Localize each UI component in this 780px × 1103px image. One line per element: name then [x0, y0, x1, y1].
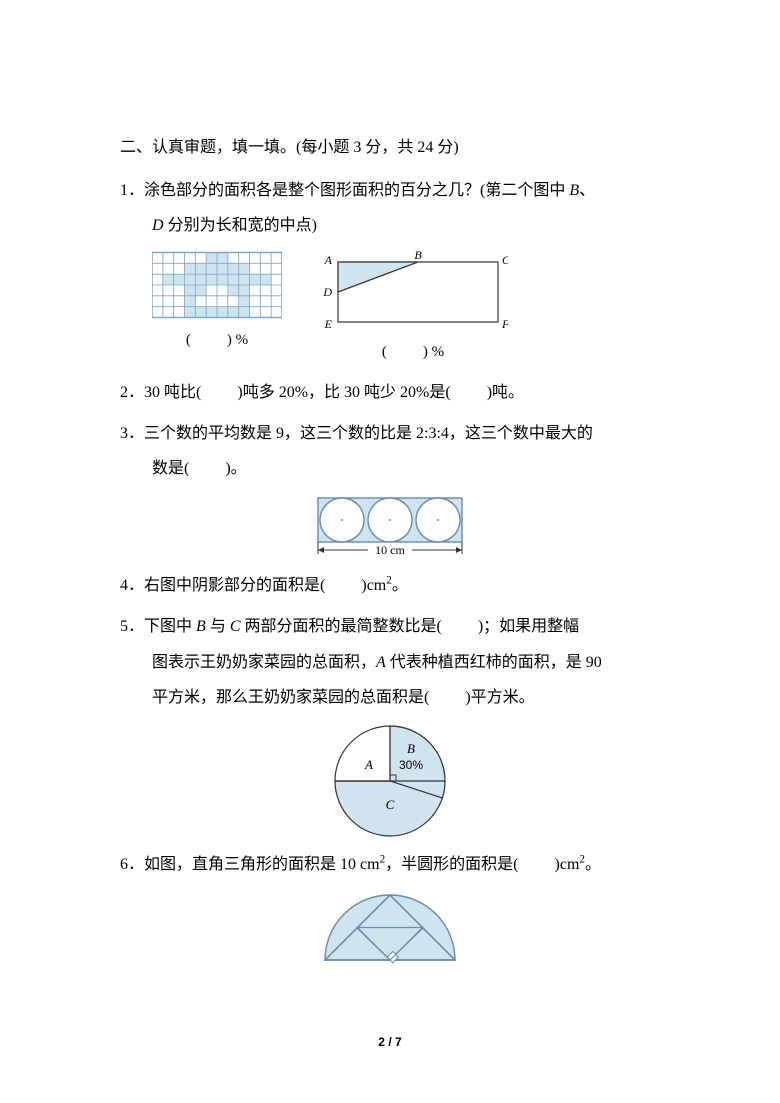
q3-t3: )。: [225, 460, 246, 477]
question-5: 5．下图中 B 与 C 两部分面积的最简整数比是( )；如果用整幅 图表示王奶奶家…: [120, 609, 660, 715]
q4-before: 右图中阴影部分的面积是(: [144, 577, 325, 594]
page-current: 2: [378, 1035, 385, 1049]
q2-t3: )吨。: [487, 384, 524, 401]
q5-l1d: )；如果用整幅: [478, 618, 579, 635]
q2-num: 2．: [120, 384, 144, 401]
q4-figure: 10 cm: [120, 492, 660, 562]
question-1: 1．涂色部分的面积各是整个图形面积的百分之几？(第二个图中 B、 D 分别为长和…: [120, 173, 660, 368]
q1-fig2-E: E: [324, 317, 333, 331]
q5-pct: 30%: [399, 758, 423, 772]
q5-B: B: [196, 618, 206, 635]
q4-after: )cm: [361, 577, 386, 594]
q1-fig1-svg: [152, 250, 282, 320]
q1-fig2-rpct: ) %: [423, 344, 444, 360]
q3-num: 3．: [120, 425, 144, 442]
q6-num: 6．: [120, 856, 144, 873]
q5-l1b: 与: [206, 618, 230, 635]
q4-num: 4．: [120, 577, 144, 594]
question-4: 4．右图中阴影部分的面积是()cm2。: [120, 568, 660, 603]
q2-t1: 30 吨比(: [144, 384, 201, 401]
q5-labelB: B: [407, 741, 415, 756]
q5-labelC: C: [386, 797, 395, 812]
q1-D: D: [152, 217, 164, 234]
q1-B: B: [569, 182, 579, 199]
q1-fig2-D: D: [322, 285, 332, 299]
q6-t3: )cm: [555, 856, 580, 873]
q5-l2a: 图表示王奶奶家菜园的总面积，: [152, 654, 376, 671]
q1-line2: D 分别为长和宽的中点): [120, 208, 660, 243]
q6-figure: [120, 888, 660, 968]
question-6: 6．如图，直角三角形的面积是 10 cm2，半圆形的面积是()cm2。: [120, 847, 660, 882]
q5-fig-svg: A B 30% C: [325, 721, 455, 841]
section-header: 二、认真审题，填一填。(每小题 3 分，共 24 分): [120, 130, 660, 165]
q3-t2: 数是(: [152, 460, 189, 477]
q5-C: C: [230, 618, 241, 635]
page-footer: 2 / 7: [0, 1029, 780, 1055]
q1-line1: 涂色部分的面积各是整个图形面积的百分之几？(第二个图中: [144, 182, 569, 199]
q1-figures: ( ) % A B C D E F ( ) %: [120, 250, 660, 369]
q1-fig1-lparen: (: [186, 332, 191, 348]
q1-fig2-svg: A B C D E F: [318, 250, 508, 332]
question-3: 3．三个数的平均数是 9，这三个数的比是 2:3:4，这三个数中最大的 数是()…: [120, 416, 660, 486]
page-total: 7: [395, 1035, 402, 1049]
q6-fig-svg: [315, 888, 465, 968]
q3-t1: 三个数的平均数是 9，这三个数的比是 2:3:4，这三个数中最大的: [144, 425, 593, 442]
q5-l3b: )平方米。: [465, 689, 534, 706]
q1-fig2-label: ( ) %: [382, 336, 444, 369]
q1-punct1: 、: [579, 182, 595, 199]
q5-l3a: 平方米，那么王奶奶家菜园的总面积是(: [152, 689, 429, 706]
q4-fig-svg: 10 cm: [310, 492, 470, 562]
q5-labelA: A: [364, 757, 373, 772]
q1-fig1-label: ( ) %: [186, 324, 248, 357]
q5-A: A: [376, 654, 386, 671]
q5-figure: A B 30% C: [120, 721, 660, 841]
q5-line2: 图表示王奶奶家菜园的总面积，A 代表种植西红柿的面积，是 90: [120, 645, 660, 680]
q5-l1a: 下图中: [144, 618, 196, 635]
q5-l2b: 代表种植西红柿的面积，是 90: [386, 654, 602, 671]
q3-line2: 数是( )。: [120, 451, 660, 486]
q1-fig2-F: F: [501, 317, 508, 331]
q1-fig1-rpct: ) %: [227, 332, 248, 348]
q6-t1: 如图，直角三角形的面积是 10 cm: [144, 856, 380, 873]
q5-num: 5．: [120, 618, 144, 635]
q1-fig2-lparen: (: [382, 344, 387, 360]
q6-t4: 。: [585, 856, 601, 873]
q6-t2: ，半圆形的面积是(: [385, 856, 518, 873]
q1-fig1: ( ) %: [152, 250, 282, 369]
q4-period: 。: [392, 577, 408, 594]
q1-line2-rest: 分别为长和宽的中点): [164, 217, 317, 234]
q1-fig2-B: B: [414, 250, 422, 262]
q5-line3: 平方米，那么王奶奶家菜园的总面积是( )平方米。: [120, 680, 660, 715]
q2-t2: )吨多 20%，比 30 吨少 20%是(: [237, 384, 450, 401]
q5-l1c: 两部分面积的最简整数比是(: [241, 618, 442, 635]
section-header-text: 二、认真审题，填一填。(每小题 3 分，共 24 分): [120, 139, 459, 156]
q1-fig2-A: A: [324, 253, 333, 267]
page-sep: /: [388, 1035, 395, 1049]
q1-fig2-C: C: [502, 253, 508, 267]
q1-num: 1．: [120, 182, 144, 199]
q4-dim-label: 10 cm: [375, 543, 405, 557]
question-2: 2．30 吨比( )吨多 20%，比 30 吨少 20%是( )吨。: [120, 375, 660, 410]
q1-fig2: A B C D E F ( ) %: [318, 250, 508, 369]
